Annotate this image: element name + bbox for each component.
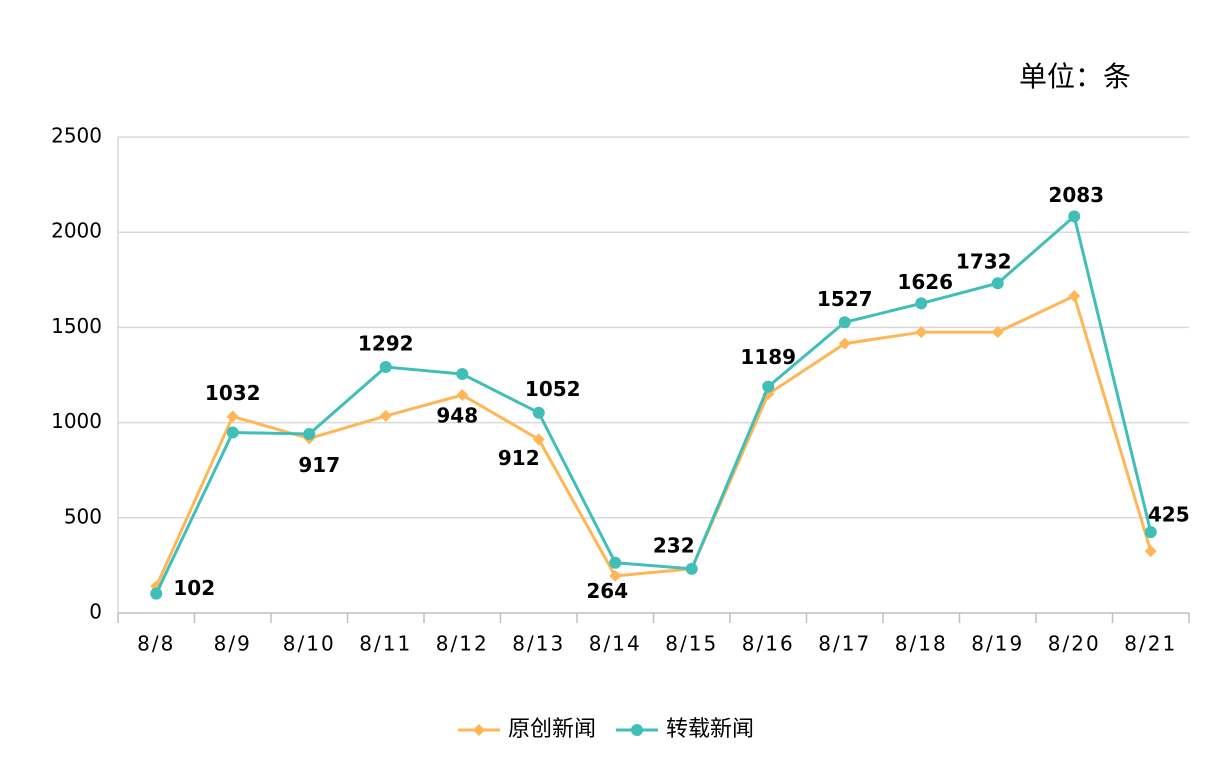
legend-label: 转载新闻 <box>666 717 754 742</box>
point <box>685 562 698 575</box>
data-label: 1626 <box>897 270 953 294</box>
data-label: 102 <box>173 576 215 600</box>
data-label: 1032 <box>205 381 261 405</box>
point <box>1144 545 1157 558</box>
data-label: 232 <box>653 533 695 557</box>
unit-label: 单位：条 <box>1019 60 1131 93</box>
legend-marker <box>631 724 643 736</box>
data-label: 1292 <box>358 332 414 356</box>
data-label: 1052 <box>525 377 581 401</box>
series-line <box>154 213 1153 595</box>
legend-marker <box>473 724 485 736</box>
x-tick-label: 8/12 <box>436 632 489 656</box>
point <box>609 569 622 582</box>
x-tick-label: 8/14 <box>589 632 642 656</box>
data-label: 1189 <box>740 345 796 369</box>
x-tick-label: 8/9 <box>214 632 252 656</box>
x-tick-label: 8/19 <box>971 632 1024 656</box>
data-label: 948 <box>436 403 478 427</box>
data-label: 917 <box>298 453 340 477</box>
point <box>379 361 392 374</box>
y-tick-label: 500 <box>64 504 102 528</box>
point <box>762 380 775 393</box>
data-label: 264 <box>586 579 628 603</box>
point <box>226 426 239 439</box>
series-line <box>154 293 1153 587</box>
x-tick-label: 8/15 <box>665 632 718 656</box>
data-label: 912 <box>498 446 540 470</box>
legend-label: 原创新闻 <box>508 717 596 742</box>
point <box>456 388 469 401</box>
point <box>1068 210 1081 223</box>
point <box>379 409 392 422</box>
y-tick-label: 1000 <box>51 409 102 433</box>
point <box>1068 289 1081 302</box>
point <box>532 406 545 419</box>
point <box>150 587 163 600</box>
x-tick-label: 8/18 <box>895 632 948 656</box>
data-label: 2083 <box>1048 183 1104 207</box>
y-tick-label: 2500 <box>51 124 102 148</box>
x-tick-label: 8/13 <box>512 632 565 656</box>
point <box>991 277 1004 290</box>
data-label: 1732 <box>956 250 1012 274</box>
x-tick-label: 8/20 <box>1048 632 1101 656</box>
y-tick-label: 2000 <box>51 219 102 243</box>
point <box>838 316 851 329</box>
point <box>226 410 239 423</box>
point <box>532 433 545 446</box>
x-tick-label: 8/17 <box>818 632 871 656</box>
data-label: 1527 <box>817 287 873 311</box>
point <box>991 326 1004 339</box>
point <box>915 326 928 339</box>
x-tick-label: 8/8 <box>137 632 175 656</box>
point <box>838 337 851 350</box>
y-tick-label: 0 <box>89 600 102 624</box>
x-tick-label: 8/10 <box>283 632 336 656</box>
point <box>609 556 622 569</box>
x-tick-label: 8/11 <box>359 632 412 656</box>
point <box>915 297 928 310</box>
point <box>303 428 316 441</box>
y-tick-label: 1500 <box>51 314 102 338</box>
data-label: 425 <box>1148 503 1190 527</box>
point <box>1144 526 1157 539</box>
x-tick-label: 8/16 <box>742 632 795 656</box>
x-tick-label: 8/21 <box>1124 632 1177 656</box>
point <box>456 368 469 381</box>
